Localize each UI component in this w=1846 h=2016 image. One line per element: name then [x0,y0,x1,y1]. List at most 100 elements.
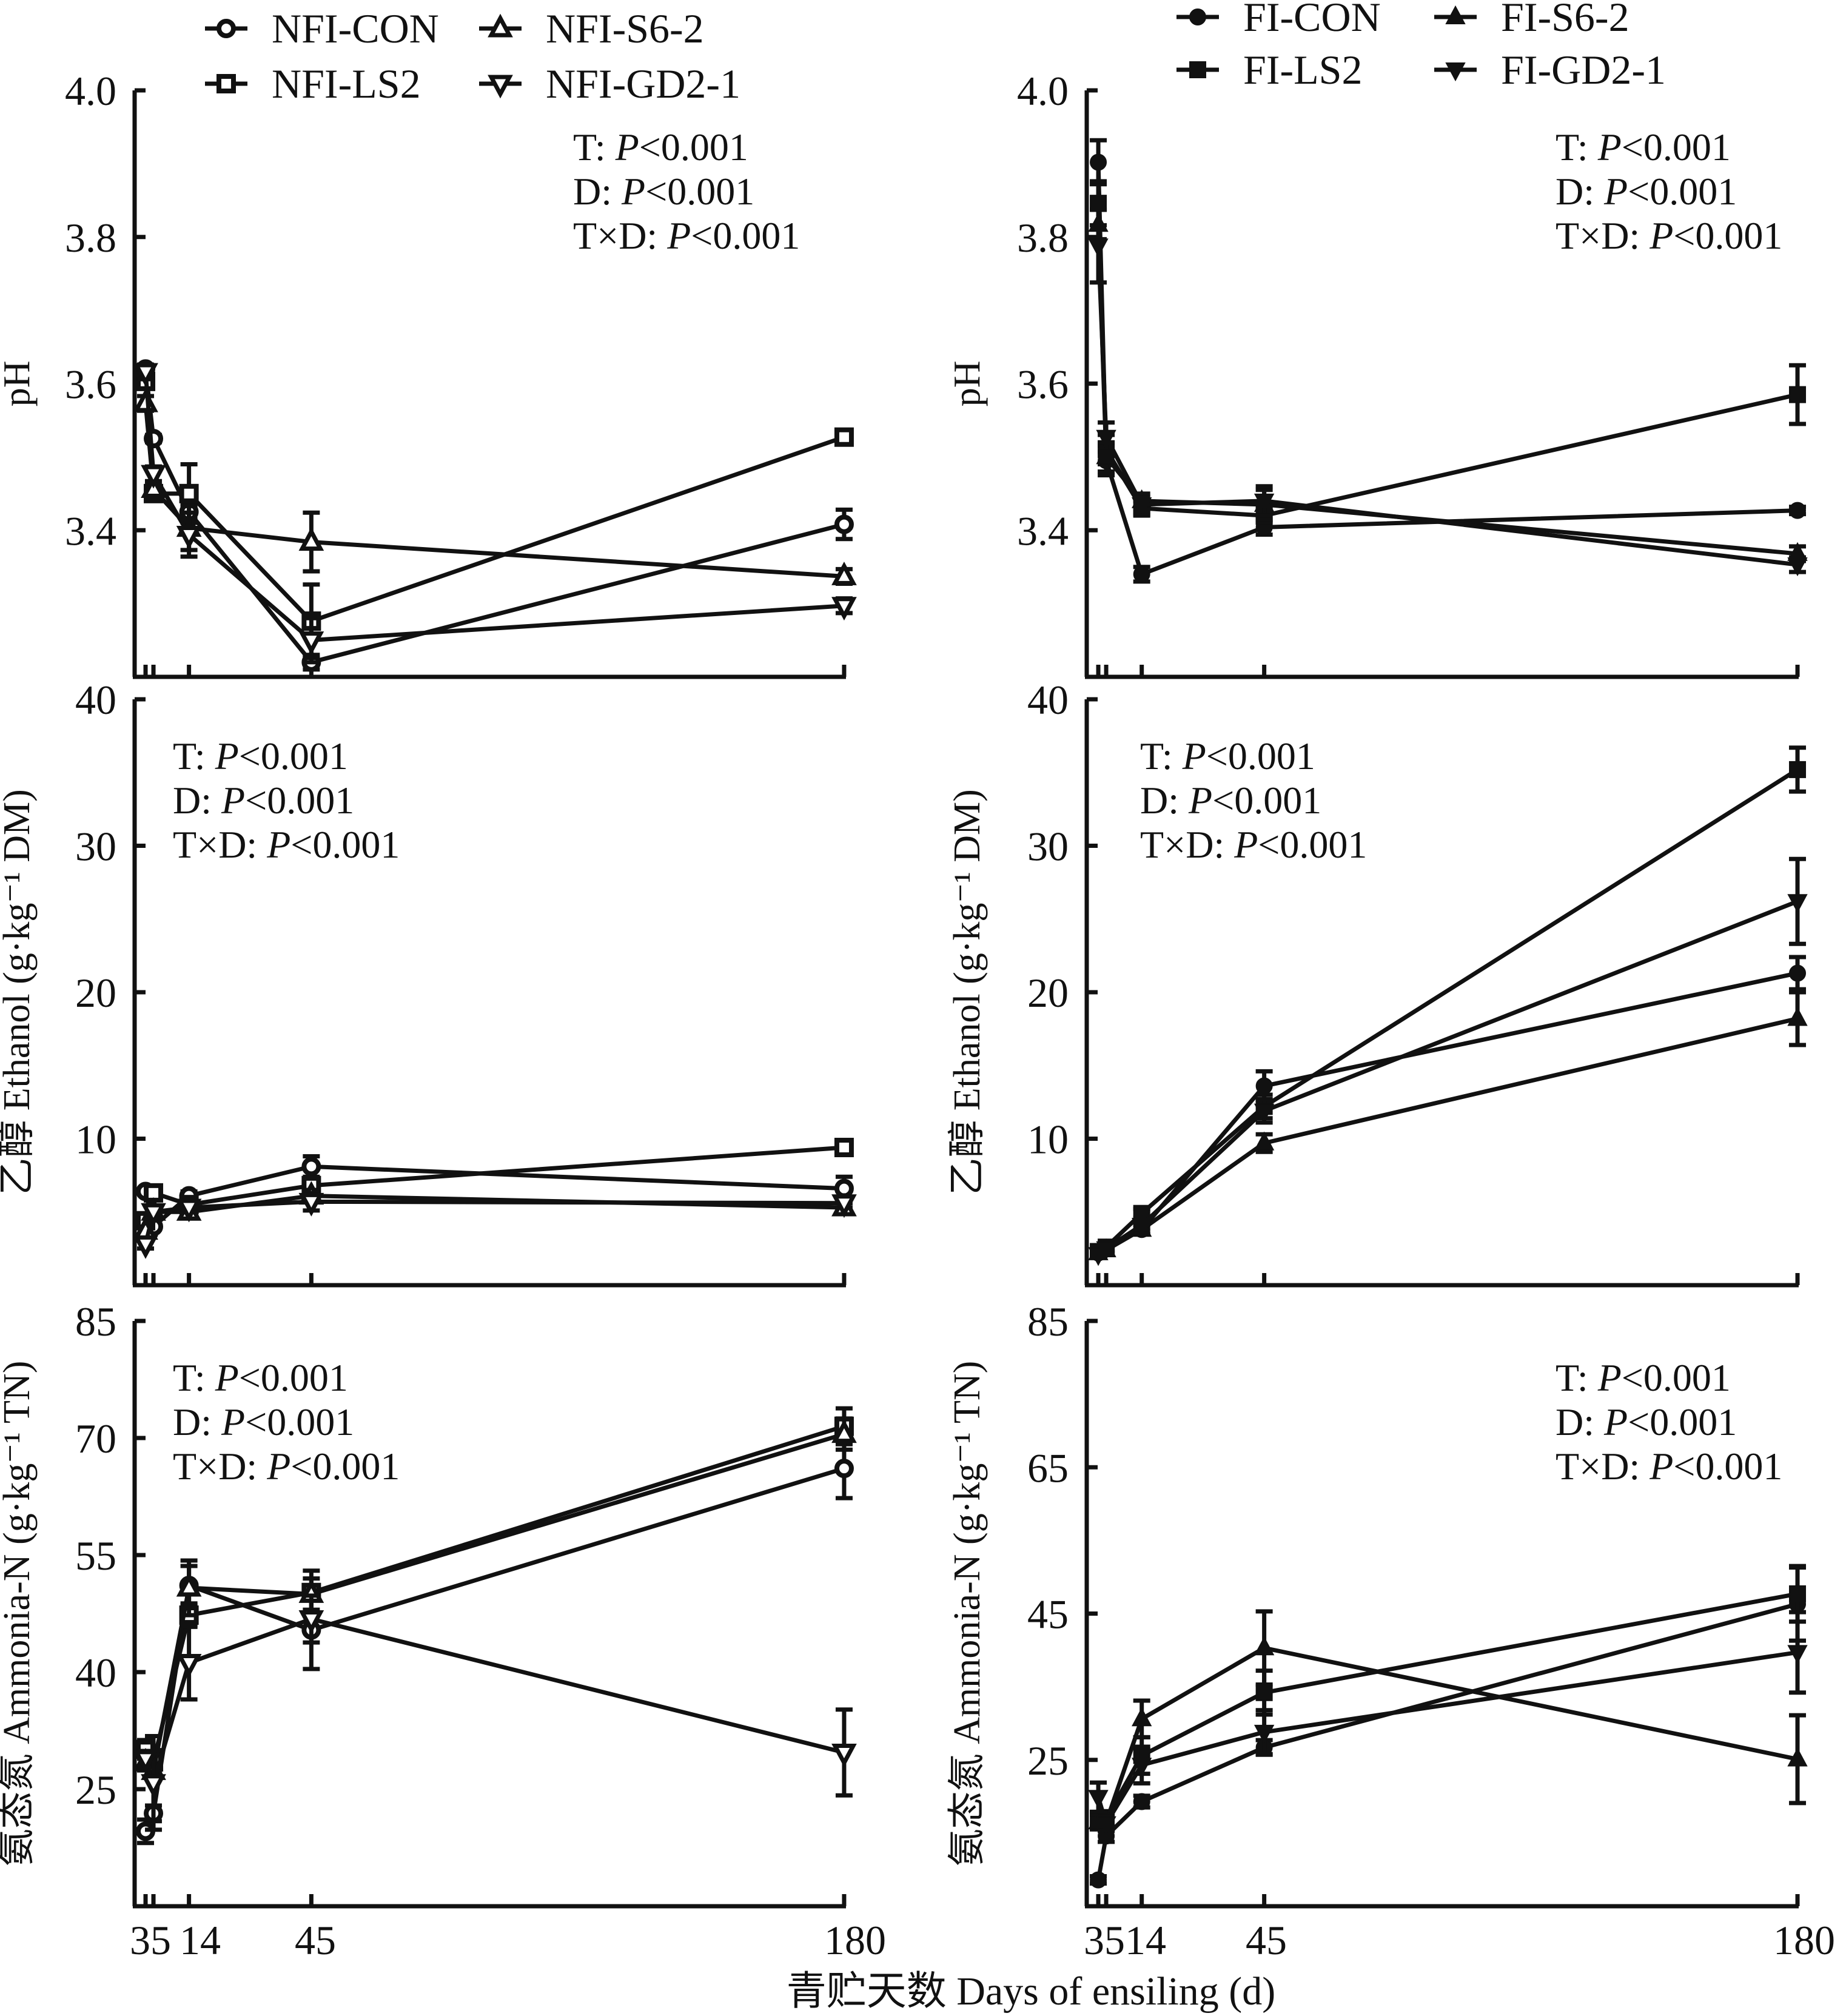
legend-item: NFI-LS2 [205,61,421,107]
stat-annotation: D: P<0.001 [1556,170,1737,213]
x-tick-label: 35 [130,1917,171,1963]
data-point [1255,1077,1273,1095]
legend-label: NFI-S6-2 [546,5,704,52]
legend-marker-icon [488,13,513,38]
data-point [1132,1707,1152,1727]
series-line [143,371,845,643]
y-tick-label: 85 [1027,1299,1069,1345]
series-line [1096,899,1799,1257]
y-axis-title: 乙醇 Ethanol (g·kg⁻¹ DM) [947,789,988,1195]
data-point [1133,1793,1150,1810]
data-point [1254,1131,1275,1151]
data-point [1088,238,1109,258]
data-point [176,1198,202,1223]
data-point [141,1774,166,1798]
x-tick-label: 45 [295,1917,336,1963]
y-tick-label: 3.8 [1017,215,1069,261]
series-nfi-gd2-1 [133,1191,857,1259]
series-line [1096,246,1798,567]
y-tick-label: 3.6 [65,361,116,408]
y-tick-label: 25 [1027,1738,1069,1784]
stat-annotation: T: P<0.001 [173,734,348,778]
stat-annotation: T×D: P<0.001 [573,214,800,257]
stat-annotation: D: P<0.001 [573,170,754,213]
data-point [1787,1747,1808,1767]
legend-marker-icon [1189,61,1206,78]
series-nfi-gd2-1 [133,1593,857,1832]
series-line [143,1617,845,1786]
stat-annotation: D: P<0.001 [173,779,354,822]
y-tick-label: 40 [1027,677,1069,723]
data-point [834,1459,854,1479]
legend-label: FI-CON [1243,0,1381,40]
legend-marker-icon [1189,8,1206,25]
data-point [1789,386,1807,403]
y-tick-label: 3.4 [1017,508,1069,554]
data-point [1787,557,1808,577]
stat-annotation: T×D: P<0.001 [1556,214,1782,257]
stat-annotation: D: P<0.001 [1556,1400,1737,1443]
y-tick-label: 55 [75,1533,116,1579]
legend-marker-icon [216,19,236,38]
data-point [1096,1816,1116,1835]
legend-marker-icon [1445,62,1466,82]
data-point [1088,1790,1109,1809]
data-point [1132,1758,1152,1777]
legend-marker-icon [1445,5,1466,24]
data-point [301,1157,321,1177]
data-point [133,1750,158,1774]
panel-nfi-ammonia: 85 70 55 40 25 氨态氮 Ammonia-N (g·kg⁻¹ TN) T: P<… [0,1299,857,1909]
legend-label: FI-GD2-1 [1501,47,1666,93]
stat-annotation: T×D: P<0.001 [173,1445,400,1488]
y-tick-label: 20 [75,970,116,1016]
data-point [834,514,854,534]
y-tick-label: 65 [1027,1445,1069,1491]
data-point [298,1610,324,1634]
stat-annotation: T×D: P<0.001 [173,823,400,866]
series-nfi-con [136,359,854,672]
series-fi-gd2-1 [1088,856,1808,1266]
panel-fi-ethanol: 40 30 20 10 乙醇 Ethanol (g·kg⁻¹ DM) T: P<0.001… [947,677,1808,1288]
data-point [1133,565,1150,583]
y-tick-label: 30 [1027,824,1069,870]
y-tick-label: 85 [75,1299,116,1345]
legend-nfi: NFI-CON NFI-S6-2 NFI-LS2 NFI-GD2-1 [205,5,740,107]
legend-label: FI-LS2 [1243,47,1362,93]
y-tick-label: 30 [75,824,116,870]
data-point [1254,1103,1275,1123]
data-point [1789,964,1807,982]
panel-nfi-ethanol: 40 30 20 10 乙醇 Ethanol (g·kg⁻¹ DM) T: P<0.001… [0,677,857,1288]
data-point [1787,894,1808,913]
y-tick-label: 3.6 [1017,361,1069,408]
panel-fi-ammonia: 85 65 45 25 氨态氮 Ammonia-N (g·kg⁻¹ TN) T: P<0.… [947,1299,1808,1909]
series-fi-con [1090,955,1807,1262]
legend-marker-icon [488,75,513,99]
legend-fi: FI-CON FI-S6-2 FI-LS2 FI-GD2-1 [1176,0,1666,93]
data-point [831,597,857,621]
stat-annotation: T: P<0.001 [573,126,748,169]
data-point [141,1203,166,1227]
series-nfi-gd2-1 [133,362,857,665]
data-point [176,1573,202,1597]
legend-item: NFI-GD2-1 [479,61,740,107]
series-line [1096,1602,1798,1881]
data-point [298,527,324,551]
y-tick-label: 4.0 [1017,68,1069,114]
data-point [1787,1645,1808,1664]
legend-label: NFI-CON [272,5,439,52]
y-axis-title: pH [0,361,38,407]
data-point [1090,153,1107,171]
data-point [179,483,199,503]
x-tick-label: 180 [1773,1917,1835,1963]
y-axis-title: 氨态氮 Ammonia-N (g·kg⁻¹ TN) [0,1361,38,1867]
data-point [1787,1007,1808,1026]
legend-item: FI-GD2-1 [1434,47,1666,93]
y-tick-label: 40 [75,1650,116,1696]
y-tick-label: 40 [75,677,116,723]
y-tick-label: 25 [75,1767,116,1813]
data-point [176,526,202,549]
legend-label: NFI-GD2-1 [546,61,740,107]
data-point [1789,1585,1807,1602]
stat-annotation: T: P<0.001 [173,1356,348,1399]
